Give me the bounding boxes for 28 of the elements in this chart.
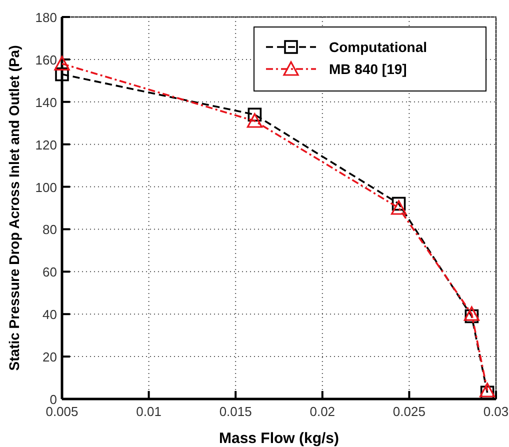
y-tick-label: 180 [35,10,57,25]
point [480,386,494,400]
y-tick-label: 80 [42,222,57,238]
y-tick-label: 100 [35,180,57,195]
x-tick-label: 0.015 [219,404,252,419]
x-tick-label: 0.02 [310,404,336,419]
y-tick-label: 140 [35,94,57,110]
point [248,108,262,122]
x-axis-title: Mass Flow (kg/s) [218,430,340,447]
y-tick-label: 20 [42,350,57,365]
x-tick-label: 0.03 [483,404,509,419]
x-tick-label: 0.025 [392,404,426,419]
y-tick-label: 120 [35,137,57,152]
point [55,67,69,82]
point [246,113,262,128]
x-tick-label: 0.01 [136,404,162,419]
legend-label: Computational [329,39,427,55]
legend-label: MB 840 [19] [329,61,407,77]
y-tick-label: 160 [35,52,57,68]
y-tick-label: 40 [42,307,57,322]
point [464,309,479,324]
point [464,306,480,321]
y-axis-title: Static Pressure Drop Across Inlet and Outlet (Pa) [6,45,22,371]
y-tick-label: 60 [42,264,57,280]
point [392,196,406,211]
x-tick-label: 0.005 [46,404,78,419]
point [390,200,407,215]
y-tick-label: 0 [50,392,57,407]
